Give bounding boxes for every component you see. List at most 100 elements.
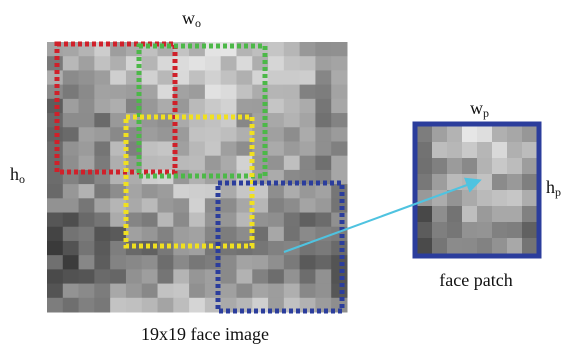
pixel bbox=[158, 284, 174, 299]
pixel bbox=[142, 70, 158, 85]
pixel bbox=[522, 126, 538, 143]
pixel bbox=[432, 158, 448, 175]
pixel bbox=[189, 127, 205, 142]
pixel bbox=[315, 113, 331, 128]
pixel bbox=[331, 85, 347, 100]
pixel bbox=[142, 198, 158, 213]
pixel bbox=[173, 213, 189, 228]
pixel bbox=[462, 190, 478, 207]
pixel bbox=[158, 213, 174, 228]
pixel bbox=[300, 85, 316, 100]
pixel bbox=[315, 156, 331, 171]
pixel bbox=[284, 213, 300, 228]
pixel bbox=[63, 198, 79, 213]
pixel bbox=[79, 298, 95, 313]
pixel bbox=[447, 126, 463, 143]
pixel bbox=[189, 284, 205, 299]
pixel bbox=[221, 269, 237, 284]
pixel bbox=[477, 206, 493, 223]
pixel bbox=[268, 184, 284, 199]
pixel bbox=[477, 222, 493, 239]
pixel bbox=[331, 56, 347, 71]
pixel bbox=[47, 298, 63, 313]
pixel bbox=[79, 56, 95, 71]
pixel bbox=[126, 269, 142, 284]
pixel bbox=[507, 222, 523, 239]
pixel bbox=[432, 174, 448, 191]
pixel bbox=[142, 269, 158, 284]
pixel bbox=[94, 113, 110, 128]
pixel bbox=[315, 56, 331, 71]
pixel bbox=[268, 241, 284, 256]
pixel bbox=[522, 158, 538, 175]
pixel bbox=[79, 184, 95, 199]
pixel bbox=[63, 113, 79, 128]
pixel bbox=[110, 255, 126, 270]
pixel bbox=[142, 184, 158, 199]
pixel bbox=[126, 255, 142, 270]
pixel bbox=[47, 227, 63, 242]
pixel bbox=[158, 70, 174, 85]
pixel bbox=[507, 126, 523, 143]
pixel bbox=[268, 213, 284, 228]
pixel bbox=[189, 156, 205, 171]
pixel bbox=[173, 284, 189, 299]
pixel bbox=[300, 198, 316, 213]
pixel bbox=[63, 241, 79, 256]
pixel bbox=[221, 85, 237, 100]
pixel bbox=[300, 269, 316, 284]
pixel bbox=[189, 85, 205, 100]
pixel bbox=[315, 99, 331, 114]
pixel bbox=[236, 255, 252, 270]
pixel bbox=[284, 269, 300, 284]
pixel bbox=[477, 174, 493, 191]
pixel bbox=[284, 85, 300, 100]
pixel bbox=[189, 198, 205, 213]
pixel bbox=[63, 156, 79, 171]
pixel bbox=[331, 70, 347, 85]
pixel bbox=[110, 284, 126, 299]
pixel bbox=[522, 142, 538, 159]
pixel bbox=[447, 142, 463, 159]
pixel bbox=[315, 269, 331, 284]
pixel bbox=[268, 269, 284, 284]
pixel bbox=[142, 284, 158, 299]
pixel bbox=[300, 213, 316, 228]
pixel bbox=[158, 85, 174, 100]
pixel bbox=[252, 184, 268, 199]
pixel bbox=[158, 269, 174, 284]
pixel bbox=[221, 56, 237, 71]
pixel bbox=[284, 42, 300, 57]
pixel bbox=[189, 298, 205, 313]
pixel bbox=[158, 99, 174, 114]
pixel bbox=[507, 142, 523, 159]
pixel bbox=[315, 127, 331, 142]
pixel bbox=[94, 227, 110, 242]
diagram: wo ho wp hp face patch 19x19 face image bbox=[0, 0, 573, 352]
pixel bbox=[462, 142, 478, 159]
pixel bbox=[221, 213, 237, 228]
pixel bbox=[94, 99, 110, 114]
pixel bbox=[142, 141, 158, 156]
pixel bbox=[417, 222, 433, 239]
pixel bbox=[492, 174, 508, 191]
pixel bbox=[110, 56, 126, 71]
pixel bbox=[221, 156, 237, 171]
pixel bbox=[94, 198, 110, 213]
pixel bbox=[522, 222, 538, 239]
pixel bbox=[252, 269, 268, 284]
pixel bbox=[331, 42, 347, 57]
pixel bbox=[284, 198, 300, 213]
pixel bbox=[110, 85, 126, 100]
pixel bbox=[315, 85, 331, 100]
pixel bbox=[221, 227, 237, 242]
pixel bbox=[315, 213, 331, 228]
pixel bbox=[94, 284, 110, 299]
pixel bbox=[63, 255, 79, 270]
pixel bbox=[47, 269, 63, 284]
pixel bbox=[79, 99, 95, 114]
page: wo ho wp hp face patch 19x19 face image … bbox=[0, 0, 573, 352]
pixel bbox=[189, 227, 205, 242]
pixel bbox=[205, 99, 221, 114]
pixel bbox=[284, 113, 300, 128]
